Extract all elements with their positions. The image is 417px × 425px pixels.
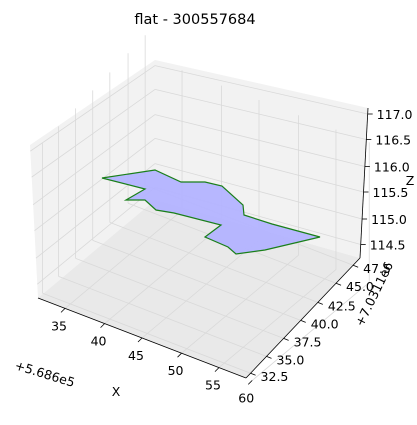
y-tick-mark — [250, 372, 256, 376]
z-tick-label: 116.5 — [375, 133, 411, 148]
x-offset-text: +5.686e5 — [13, 358, 77, 390]
flat-polygon — [101, 169, 321, 255]
x-tick-mark — [177, 352, 182, 358]
x-tick-label: 55 — [205, 378, 221, 393]
y-ticks: 32.5 35.0 37.5 40.0 42.5 45.0 47.5 — [250, 261, 391, 384]
z-axis-label: Z — [406, 173, 415, 188]
y-tick-label: 42.5 — [328, 298, 356, 313]
z-tick-label: 115.5 — [373, 185, 409, 200]
y-tick-label: 40.0 — [311, 316, 339, 331]
x-tick-label: 60 — [238, 390, 254, 405]
y-tick-mark — [353, 264, 359, 268]
x-tick-label: 40 — [91, 334, 107, 349]
x-tick-mark — [100, 323, 105, 328]
x-ticks: 35 40 45 50 55 60 — [51, 308, 254, 405]
x-tick-label: 50 — [168, 363, 184, 378]
z-tick-label: 115.0 — [371, 212, 407, 227]
y-tick-label: 37.5 — [294, 334, 322, 349]
y-tick-mark — [266, 356, 272, 359]
z-tick-label: 116.0 — [374, 160, 410, 175]
y-tick-label: 35.0 — [277, 352, 305, 367]
x-tick-mark — [60, 308, 66, 313]
x-tick-label: 45 — [128, 348, 144, 363]
y-tick-label: 47.5 — [363, 261, 391, 276]
chart-title: flat - 300557684 — [134, 12, 255, 28]
y-tick-mark — [283, 338, 289, 341]
y-tick-mark — [300, 320, 306, 323]
z-axis-line — [359, 107, 369, 259]
x-tick-label: 35 — [51, 318, 67, 333]
x-tick-mark — [247, 380, 253, 385]
y-tick-label: 32.5 — [261, 369, 289, 384]
y-tick-mark — [335, 282, 342, 286]
y-tick-mark — [317, 302, 323, 305]
x-tick-mark — [137, 337, 143, 343]
z-tick-label: 117.0 — [377, 107, 413, 122]
z-tick-label: 114.5 — [370, 238, 406, 253]
x-axis-label: X — [112, 384, 121, 399]
y-tick-label: 45.0 — [346, 279, 374, 294]
z-ticks: 114.5 115.0 115.5 116.0 116.5 117.0 — [360, 107, 413, 253]
y-axis-line — [245, 257, 361, 379]
x-tick-mark — [214, 367, 220, 372]
